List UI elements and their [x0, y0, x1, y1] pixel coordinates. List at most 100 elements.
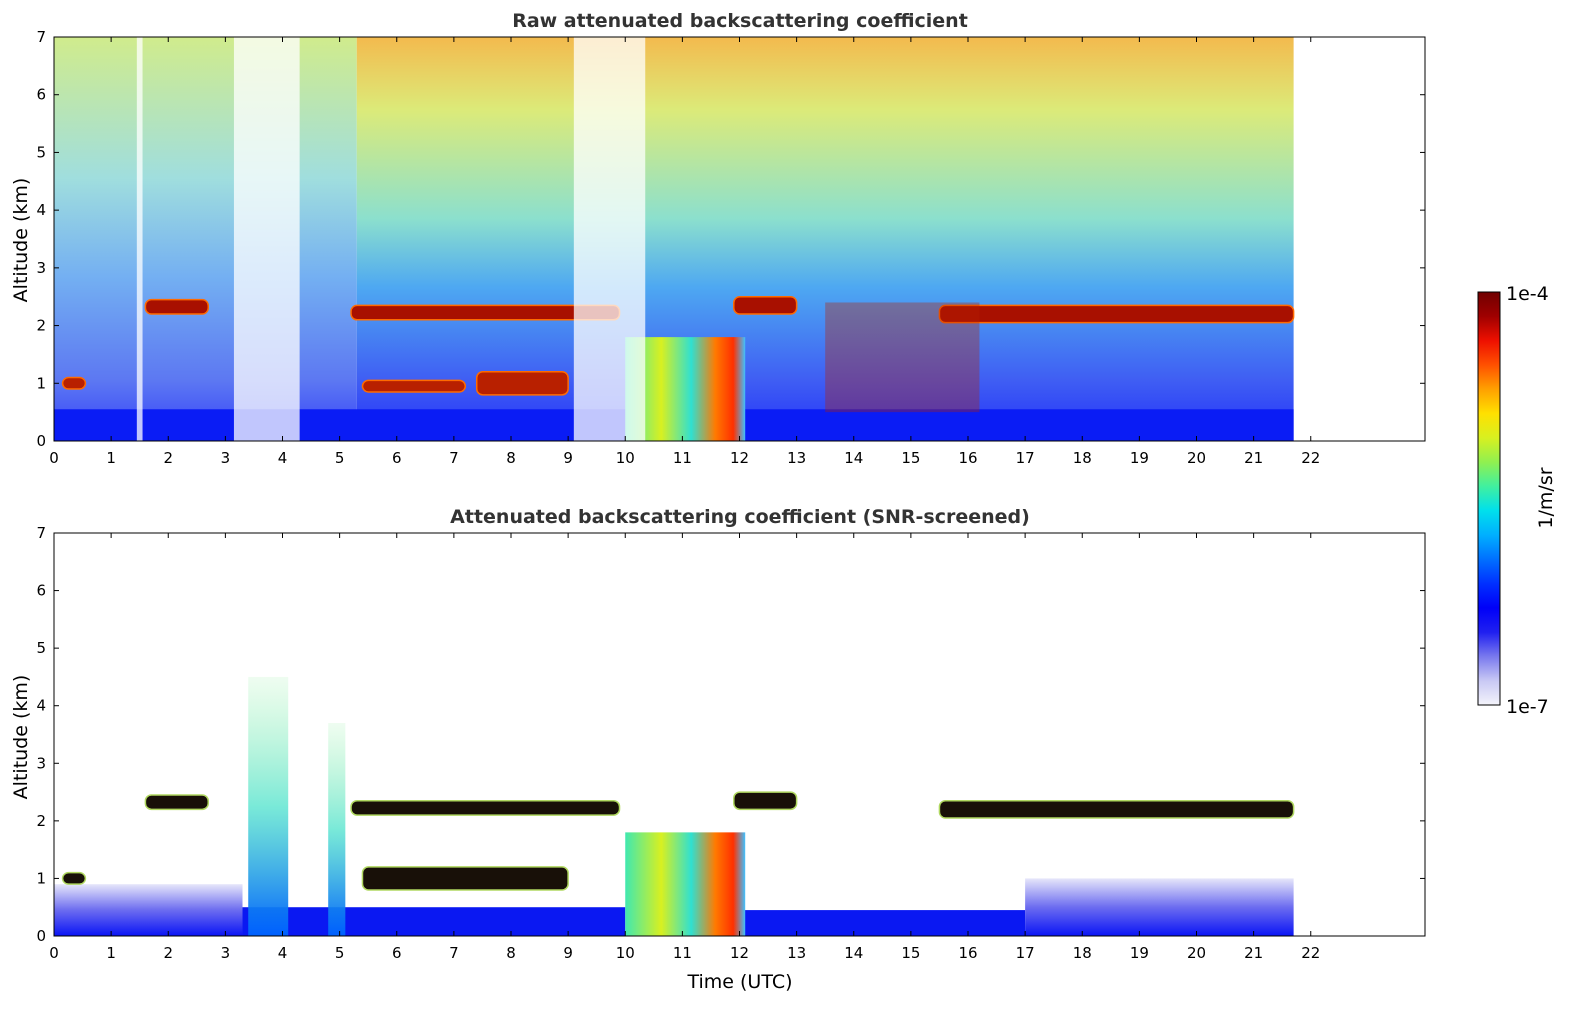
- x-tick-label: 8: [506, 944, 516, 962]
- convective-cloud: [625, 832, 746, 936]
- x-tick-label: 18: [1073, 449, 1092, 467]
- x-tick-label: 7: [449, 944, 459, 962]
- x-tick-label: 12: [730, 944, 749, 962]
- aerosol-plume: [248, 676, 289, 936]
- bottom-panel: Attenuated backscattering coefficient (S…: [10, 506, 1426, 993]
- x-tick-label: 16: [958, 449, 977, 467]
- cloud-layer: [938, 799, 1295, 819]
- x-tick-label: 20: [1187, 944, 1206, 962]
- y-tick-label: 4: [36, 697, 46, 715]
- y-tick-label: 6: [36, 582, 46, 600]
- x-tick-label: 14: [844, 449, 863, 467]
- y-tick-label: 0: [36, 927, 46, 945]
- x-tick-label: 1: [106, 449, 116, 467]
- x-tick-label: 15: [901, 944, 920, 962]
- x-tick-label: 12: [730, 449, 749, 467]
- x-tick-label: 5: [335, 944, 345, 962]
- x-tick-label: 3: [221, 944, 231, 962]
- y-tick-label: 1: [36, 869, 46, 887]
- cloud-layer: [61, 376, 87, 390]
- missing-profiles: [233, 37, 300, 441]
- x-tick-label: 19: [1130, 944, 1149, 962]
- x-tick-label: 16: [958, 944, 977, 962]
- x-tick-label: 7: [449, 449, 459, 467]
- x-tick-label: 13: [787, 449, 806, 467]
- y-tick-label: 3: [36, 259, 46, 277]
- y-tick-label: 1: [36, 374, 46, 392]
- boundary-layer: [739, 910, 1026, 936]
- cloud-layer: [361, 866, 569, 891]
- x-tick-label: 9: [563, 944, 573, 962]
- colorbar: 1e-4 1e-7 1/m/sr: [1477, 283, 1557, 718]
- y-tick-label: 0: [36, 432, 46, 450]
- x-tick-label: 10: [616, 944, 635, 962]
- cloud-layer: [350, 799, 621, 816]
- colorbar-unit-label: 1/m/sr: [1535, 467, 1557, 528]
- colorbar-min-label: 1e-7: [1506, 696, 1549, 718]
- x-tick-label: 5: [335, 449, 345, 467]
- cloud-layer: [733, 791, 798, 811]
- y-tick-label: 5: [36, 639, 46, 657]
- x-tick-label: 19: [1130, 449, 1149, 467]
- x-tick-label: 2: [163, 944, 173, 962]
- x-tick-label: 4: [278, 944, 288, 962]
- missing-profiles: [136, 37, 143, 441]
- cloud-layer: [938, 304, 1295, 324]
- x-tick-label: 9: [563, 449, 573, 467]
- x-tick-label: 22: [1301, 944, 1320, 962]
- aerosol-plume: [328, 722, 346, 936]
- missing-profiles: [573, 37, 646, 441]
- background-signal: [54, 37, 357, 441]
- cloud-layer: [475, 370, 569, 396]
- x-tick-label: 2: [163, 449, 173, 467]
- cloud-layer: [144, 298, 209, 315]
- y-tick-label: 7: [36, 524, 46, 542]
- x-tick-label: 6: [392, 449, 402, 467]
- cloud-layer: [61, 871, 87, 885]
- x-tick-label: 22: [1301, 449, 1320, 467]
- x-tick-label: 21: [1244, 944, 1263, 962]
- y-tick-label: 2: [36, 317, 46, 335]
- x-tick-label: 11: [673, 944, 692, 962]
- x-tick-label: 17: [1016, 944, 1035, 962]
- cloud-layer: [144, 794, 209, 811]
- colorbar-gradient: [1477, 291, 1501, 706]
- x-tick-label: 11: [673, 449, 692, 467]
- y-tick-label: 4: [36, 201, 46, 219]
- x-tick-label: 1: [106, 944, 116, 962]
- boundary-layer: [242, 907, 626, 936]
- x-tick-label: 8: [506, 449, 516, 467]
- boundary-layer: [54, 884, 243, 936]
- top-panel: Raw attenuated backscattering coefficien…: [10, 10, 1426, 467]
- top-panel-y-axis-label: Altitude (km): [10, 178, 32, 303]
- top-panel-heatmap: [54, 37, 1295, 441]
- top-panel-axes: 0 1 2 3 4 5 6 7 8 9 10 11 12 13 14 15 16 17 18 19 20 21 220123…: [36, 28, 1426, 467]
- broken-clouds: [825, 302, 980, 413]
- x-tick-label: 13: [787, 944, 806, 962]
- x-tick-label: 14: [844, 944, 863, 962]
- top-panel-title: Raw attenuated backscattering coefficien…: [512, 10, 968, 32]
- y-tick-label: 2: [36, 812, 46, 830]
- x-tick-label: 15: [901, 449, 920, 467]
- bottom-panel-title: Attenuated backscattering coefficient (S…: [450, 506, 1030, 528]
- colorbar-max-label: 1e-4: [1506, 283, 1549, 305]
- x-tick-label: 10: [616, 449, 635, 467]
- x-tick-label: 0: [49, 449, 59, 467]
- x-tick-label: 21: [1244, 449, 1263, 467]
- x-tick-label: 20: [1187, 449, 1206, 467]
- x-tick-label: 3: [221, 449, 231, 467]
- y-tick-label: 6: [36, 86, 46, 104]
- x-tick-label: 6: [392, 944, 402, 962]
- bottom-panel-y-axis-label: Altitude (km): [10, 675, 32, 800]
- y-tick-label: 7: [36, 28, 46, 46]
- cloud-layer: [733, 295, 798, 315]
- cloud-layer: [361, 379, 467, 393]
- x-tick-label: 0: [49, 944, 59, 962]
- bottom-panel-x-axis-label: Time (UTC): [686, 971, 792, 993]
- y-tick-label: 5: [36, 143, 46, 161]
- y-tick-label: 3: [36, 754, 46, 772]
- boundary-layer: [1025, 878, 1294, 936]
- bottom-panel-heatmap: [54, 676, 1295, 936]
- x-tick-label: 17: [1016, 449, 1035, 467]
- bottom-panel-axes: 0 1 2 3 4 5 6 7 8 9 10 11 12 13 14 15 16 17 18 19 20 21 220123…: [36, 524, 1426, 962]
